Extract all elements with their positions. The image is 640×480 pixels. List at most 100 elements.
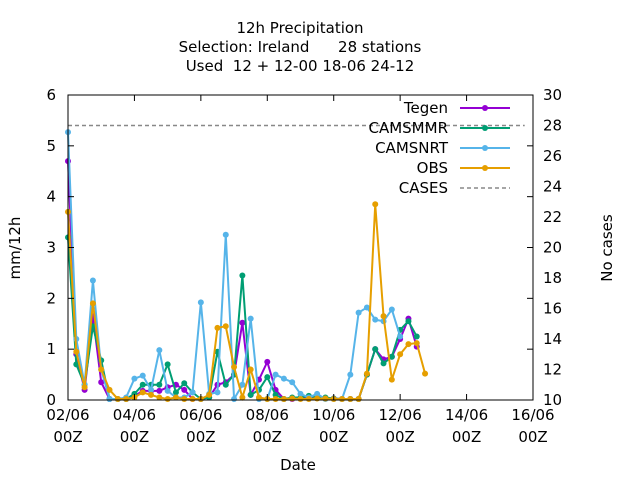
- y-tick-label: 5: [46, 137, 56, 155]
- chart-title: 12h Precipitation Selection: Ireland 28 …: [179, 19, 422, 75]
- data-point-camsmmr: [405, 318, 412, 325]
- data-point-obs: [289, 395, 296, 402]
- data-point-obs: [98, 366, 105, 373]
- data-point-obs: [81, 384, 88, 391]
- title-line-1: 12h Precipitation: [236, 19, 363, 37]
- x-tick-label-date: 14/06: [445, 406, 488, 424]
- series-line-camsnrt: [67, 132, 402, 403]
- data-point-obs: [322, 395, 329, 402]
- data-point-camsnrt: [148, 386, 155, 393]
- data-point-camsnrt: [347, 371, 354, 378]
- data-point-obs: [231, 363, 238, 370]
- data-point-camsnrt: [106, 395, 113, 402]
- y2-tick-label: 22: [543, 208, 562, 226]
- legend-label-camsmmr: CAMSMMR: [368, 119, 448, 137]
- x-tick-label-date: 02/06: [46, 406, 89, 424]
- data-point-camsnrt: [272, 371, 279, 378]
- x-tick-label-hour: 00Z: [186, 428, 215, 446]
- data-point-camsnrt: [89, 277, 96, 284]
- series-layer: [65, 129, 429, 403]
- data-point-camsmmr: [139, 381, 146, 388]
- data-point-camsmmr: [73, 361, 80, 368]
- data-point-camsnrt: [297, 390, 304, 397]
- data-point-obs: [347, 395, 354, 402]
- data-point-camsmmr: [388, 353, 395, 360]
- data-point-obs: [297, 395, 304, 402]
- data-point-tegen: [239, 319, 246, 326]
- legend-label-tegen: Tegen: [403, 99, 448, 117]
- data-point-obs: [89, 300, 96, 307]
- data-point-obs: [405, 341, 412, 348]
- data-point-camsmmr: [156, 381, 163, 388]
- y2-tick-label: 20: [543, 239, 562, 257]
- data-point-camsnrt: [372, 316, 379, 323]
- data-point-obs: [214, 324, 221, 331]
- data-point-camsnrt: [280, 375, 287, 382]
- data-point-obs: [123, 395, 130, 402]
- legend-marker-camsnrt: [482, 145, 488, 151]
- data-point-obs: [397, 351, 404, 358]
- title-line-2: Selection: Ireland 28 stations: [179, 38, 422, 56]
- data-point-obs: [239, 394, 246, 401]
- data-point-camsmmr: [172, 389, 179, 396]
- data-point-obs: [388, 376, 395, 383]
- data-point-camsmmr: [239, 272, 246, 279]
- data-point-camsnrt: [355, 309, 362, 316]
- y-tick-label: 6: [46, 86, 56, 104]
- y2-tick-label: 26: [543, 147, 562, 165]
- x-tick-label-hour: 00Z: [319, 428, 348, 446]
- y2-tick-label: 10: [543, 391, 562, 409]
- x-tick-label-hour: 00Z: [452, 428, 481, 446]
- data-point-camsnrt: [397, 333, 404, 340]
- data-point-camsnrt: [388, 306, 395, 313]
- y-tick-label: 0: [46, 391, 56, 409]
- data-point-camsnrt: [289, 379, 296, 386]
- plot-frame: [67, 94, 534, 401]
- x-tick-label-hour: 00Z: [120, 428, 149, 446]
- legend: Tegen CAMSMMR CAMSNRT OBS CASES: [368, 99, 510, 197]
- data-point-camsnrt: [197, 299, 204, 306]
- legend-marker-camsmmr: [482, 125, 488, 131]
- data-point-obs: [363, 370, 370, 377]
- data-point-obs: [164, 395, 171, 402]
- x-tick-label-hour: 00Z: [253, 428, 282, 446]
- x-tick-label-hour: 00Z: [518, 428, 547, 446]
- y-tick-label: 3: [46, 239, 56, 257]
- data-point-camsmmr: [380, 360, 387, 367]
- data-point-obs: [372, 201, 379, 208]
- data-point-camsnrt: [222, 231, 229, 238]
- series-obs: [65, 201, 429, 402]
- y2-tick-label: 30: [543, 86, 562, 104]
- data-point-camsnrt: [231, 395, 238, 402]
- data-point-camsnrt: [164, 387, 171, 394]
- data-point-obs: [280, 395, 287, 402]
- data-point-camsmmr: [222, 381, 229, 388]
- y2-tick-label: 24: [543, 178, 562, 196]
- y-axis-label: mm/12h: [6, 217, 24, 280]
- y2-axis: 10 12 14 16 18 20 22 24 26 28 30: [543, 86, 562, 409]
- legend-label-obs: OBS: [417, 159, 448, 177]
- legend-label-cases: CASES: [399, 179, 448, 197]
- x-axis-label: Date: [280, 456, 316, 474]
- data-point-obs: [189, 395, 196, 402]
- data-point-obs: [272, 395, 279, 402]
- data-point-camsnrt: [131, 375, 138, 382]
- x-tick-label-hour: 00Z: [53, 428, 82, 446]
- x-tick-label-date: 16/06: [511, 406, 554, 424]
- data-point-tegen: [181, 386, 188, 393]
- data-point-obs: [255, 394, 262, 401]
- x-tick-label-date: 08/06: [246, 406, 289, 424]
- data-point-obs: [355, 395, 362, 402]
- data-point-camsnrt: [139, 372, 146, 379]
- data-point-tegen: [264, 358, 271, 365]
- y-tick-label: 1: [46, 340, 56, 358]
- y-tick-label: 2: [46, 289, 56, 307]
- data-point-obs: [148, 391, 155, 398]
- data-point-camsnrt: [363, 304, 370, 311]
- data-point-obs: [114, 395, 121, 402]
- data-point-tegen: [98, 379, 105, 386]
- data-point-obs: [156, 394, 163, 401]
- y-tick-label: 4: [46, 188, 56, 206]
- data-point-camsnrt: [156, 347, 163, 354]
- data-point-obs: [222, 323, 229, 330]
